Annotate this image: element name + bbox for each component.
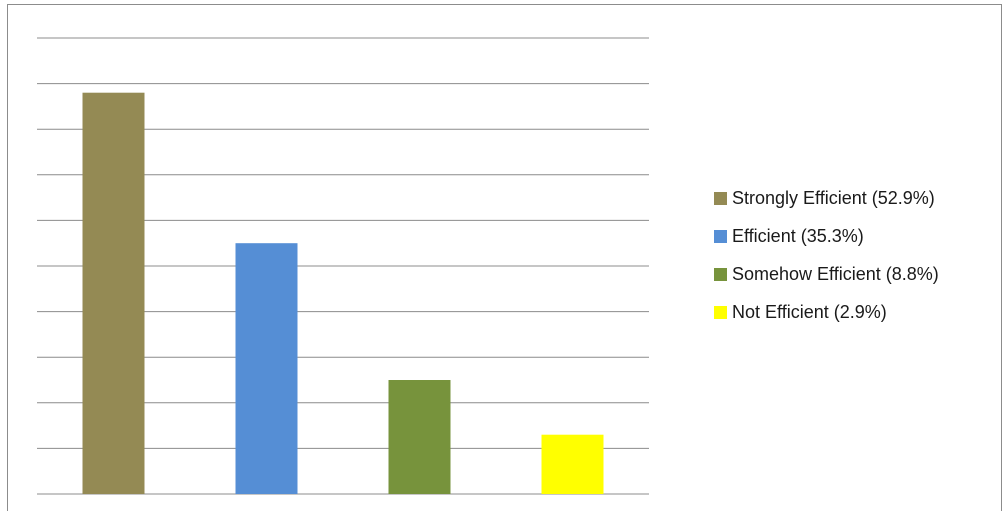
chart-frame: Strongly Efficient (52.9%) Efficient (35…	[7, 4, 1002, 511]
legend-item-not-efficient: Not Efficient (2.9%)	[714, 299, 939, 325]
bar-1	[82, 92, 145, 494]
bar-2	[235, 243, 298, 494]
legend-item-efficient: Efficient (35.3%)	[714, 223, 939, 249]
bar-4	[541, 434, 604, 494]
legend-swatch	[714, 267, 727, 281]
legend-label: Somehow Efficient (8.8%)	[732, 263, 939, 284]
legend-swatch	[714, 305, 727, 319]
bar-chart	[37, 37, 649, 495]
legend-label: Not Efficient (2.9%)	[732, 301, 887, 322]
legend-swatch	[714, 191, 727, 205]
legend-item-strongly-efficient: Strongly Efficient (52.9%)	[714, 185, 939, 211]
legend-swatch	[714, 229, 727, 243]
legend-item-somehow-efficient: Somehow Efficient (8.8%)	[714, 261, 939, 287]
legend-label: Strongly Efficient (52.9%)	[732, 187, 935, 208]
bars	[82, 92, 604, 494]
legend: Strongly Efficient (52.9%) Efficient (35…	[714, 185, 939, 337]
legend-label: Efficient (35.3%)	[732, 225, 864, 246]
bar-3	[388, 380, 451, 494]
